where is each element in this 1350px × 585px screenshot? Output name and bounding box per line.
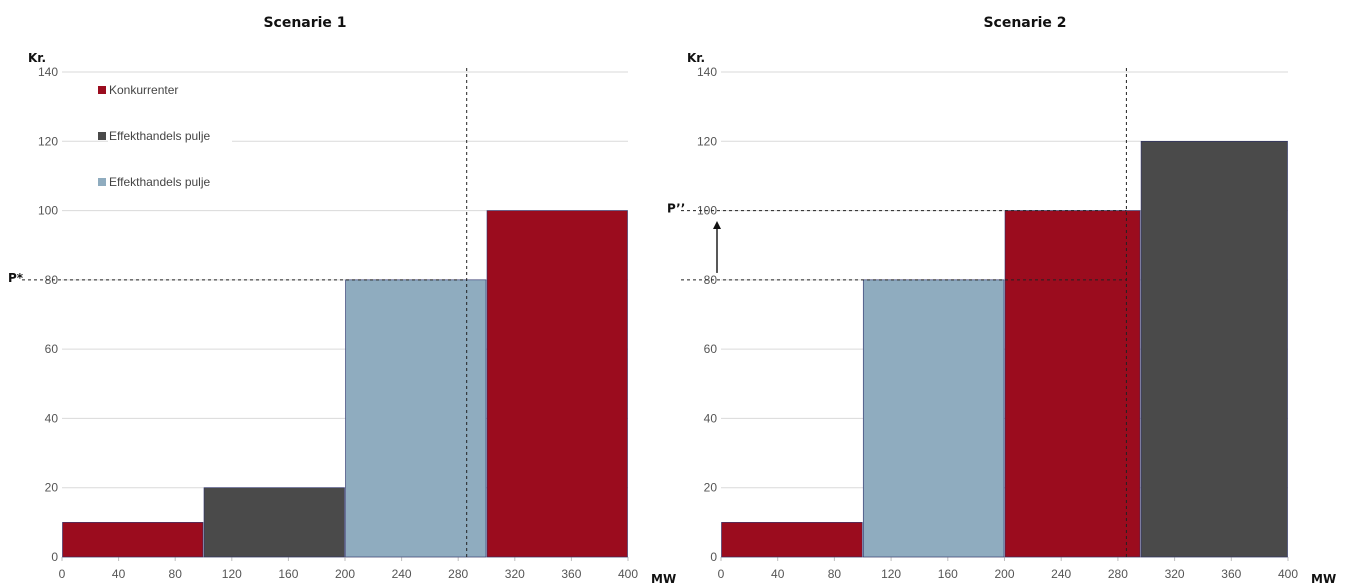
y-axis-label: Kr.	[28, 51, 46, 65]
bar-block-3	[1140, 140, 1288, 558]
x-tick-label: 280	[1108, 567, 1128, 581]
bar-block-1	[862, 279, 1005, 558]
y-tick-label: 80	[45, 273, 59, 287]
y-tick-label: 40	[704, 411, 718, 425]
legend-swatch	[98, 178, 106, 186]
arrow-up-icon	[713, 220, 721, 229]
y-axis-label: Kr.	[687, 51, 705, 65]
y-tick-label: 60	[45, 342, 59, 356]
x-tick-label: 0	[718, 567, 725, 581]
legend-label-bg	[108, 176, 232, 189]
y-tick-label: 0	[51, 550, 58, 564]
x-tick-label: 360	[1221, 567, 1241, 581]
x-tick-label: 400	[1278, 567, 1298, 581]
legend-swatch	[98, 132, 106, 140]
x-tick-label: 160	[938, 567, 958, 581]
y-tick-label: 120	[697, 134, 717, 148]
legend-label: Konkurrenter	[109, 83, 178, 97]
y-tick-label: 0	[710, 550, 717, 564]
x-axis-label: MW	[1311, 572, 1336, 585]
legend-swatch	[98, 86, 106, 94]
y-tick-label: 60	[704, 342, 718, 356]
x-tick-label: 200	[994, 567, 1014, 581]
y-tick-label: 120	[38, 134, 58, 148]
price-marker-label: P*	[8, 271, 24, 285]
y-tick-label: 100	[38, 204, 58, 218]
x-tick-label: 40	[112, 567, 126, 581]
x-tick-label: 0	[59, 567, 66, 581]
bar-block-2	[1004, 210, 1141, 558]
legend-label: Effekthandels pulje	[109, 129, 211, 143]
x-tick-label: 80	[169, 567, 183, 581]
bar-block-2	[345, 279, 487, 558]
bar-block-3	[486, 210, 628, 558]
x-tick-label: 240	[392, 567, 412, 581]
x-tick-label: 200	[335, 567, 355, 581]
x-tick-label: 40	[771, 567, 785, 581]
x-tick-label: 120	[881, 567, 901, 581]
y-tick-label: 140	[38, 65, 58, 79]
bar-block-0	[62, 522, 204, 558]
y-tick-label: 140	[697, 65, 717, 79]
y-tick-label: 20	[45, 481, 59, 495]
legend-label-bg	[108, 130, 232, 143]
y-tick-label: 80	[704, 273, 718, 287]
chart-title: Scenarie 1	[263, 15, 346, 31]
y-tick-label: 20	[704, 481, 718, 495]
chart-title: Scenarie 2	[983, 15, 1066, 31]
x-tick-label: 240	[1051, 567, 1071, 581]
x-tick-label: 120	[222, 567, 242, 581]
x-tick-label: 320	[505, 567, 525, 581]
legend-label: Effekthandels pulje	[109, 175, 211, 189]
x-tick-label: 280	[448, 567, 468, 581]
bar-block-0	[721, 522, 863, 558]
x-tick-label: 80	[828, 567, 842, 581]
x-tick-label: 320	[1165, 567, 1185, 581]
x-tick-label: 400	[618, 567, 638, 581]
x-axis-label: MW	[651, 572, 676, 585]
bar-block-1	[203, 487, 345, 558]
price-marker-label: P’’	[667, 202, 685, 216]
x-tick-label: 160	[278, 567, 298, 581]
legend-label-bg	[108, 84, 232, 97]
y-tick-label: 40	[45, 411, 59, 425]
x-tick-label: 360	[561, 567, 581, 581]
